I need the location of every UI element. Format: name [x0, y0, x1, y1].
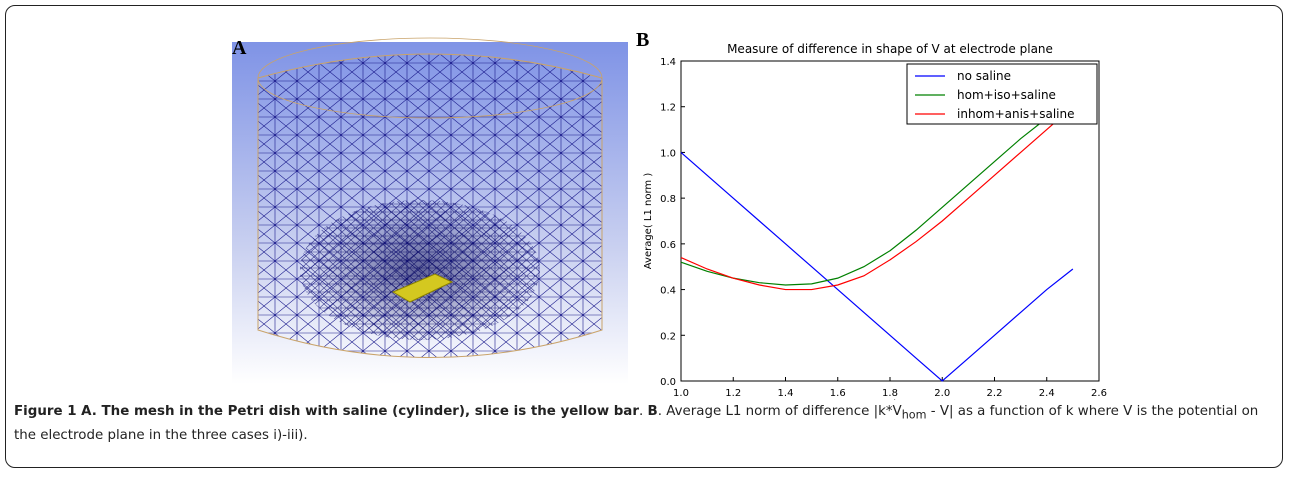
x-tick-label: 1.8: [882, 388, 898, 399]
caption-text: hom: [901, 408, 927, 422]
x-tick-label: 1.4: [778, 388, 794, 399]
figure: A B Measure of difference in shape of V …: [232, 29, 1107, 400]
y-tick-label: 1.2: [660, 103, 676, 114]
caption-text: Figure 1 A. The mesh in the Petri dish w…: [14, 404, 639, 419]
mesh-image: [232, 37, 628, 384]
panel-label: A: [232, 37, 247, 59]
caption-text: . Average L1 norm of difference |k*V: [657, 404, 902, 419]
caption-text: B: [647, 404, 658, 419]
series-line: [680, 151, 1074, 382]
x-tick-label: 2.4: [1039, 388, 1055, 399]
y-tick-label: 1.4: [660, 57, 676, 68]
y-tick-label: 1.0: [660, 148, 676, 159]
figure-frame: [5, 5, 1283, 468]
series-line: [680, 94, 1074, 286]
panel-label: B: [636, 29, 649, 51]
legend-label: hom+iso+saline: [957, 88, 1056, 102]
chart-title: Measure of difference in shape of V at e…: [727, 42, 1053, 56]
caption-text: .: [638, 404, 648, 419]
x-tick-label: 2.2: [987, 388, 1003, 399]
y-tick-label: 0.6: [660, 240, 676, 251]
x-tick-label: 2.0: [934, 388, 950, 399]
y-tick-label: 0.2: [660, 331, 676, 342]
legend-label: no saline: [957, 69, 1011, 83]
legend: no saline hom+iso+saline inhom+anis+saline: [906, 63, 1098, 125]
x-tick-label: 1.2: [725, 388, 741, 399]
series-line: [680, 106, 1074, 291]
y-tick-label: 0.4: [660, 286, 676, 297]
x-tick-label: 1.6: [830, 388, 846, 399]
y-tick-label: 0.8: [660, 194, 676, 205]
y-axis-label: Average( L1 norm ): [643, 173, 654, 270]
legend-label: inhom+anis+saline: [957, 107, 1075, 121]
caption-text: - V| as a function of k where V is the p…: [14, 404, 1259, 443]
y-tick-label: 0.0: [660, 377, 676, 388]
x-tick-label: 1.0: [673, 388, 689, 399]
x-axis-label: K value: [871, 399, 908, 400]
x-tick-label: 2.6: [1091, 388, 1107, 399]
figure-caption: Figure 1 A. The mesh in the Petri dish w…: [14, 402, 1276, 446]
line-chart: Measure of difference in shape of V at e…: [643, 42, 1107, 400]
